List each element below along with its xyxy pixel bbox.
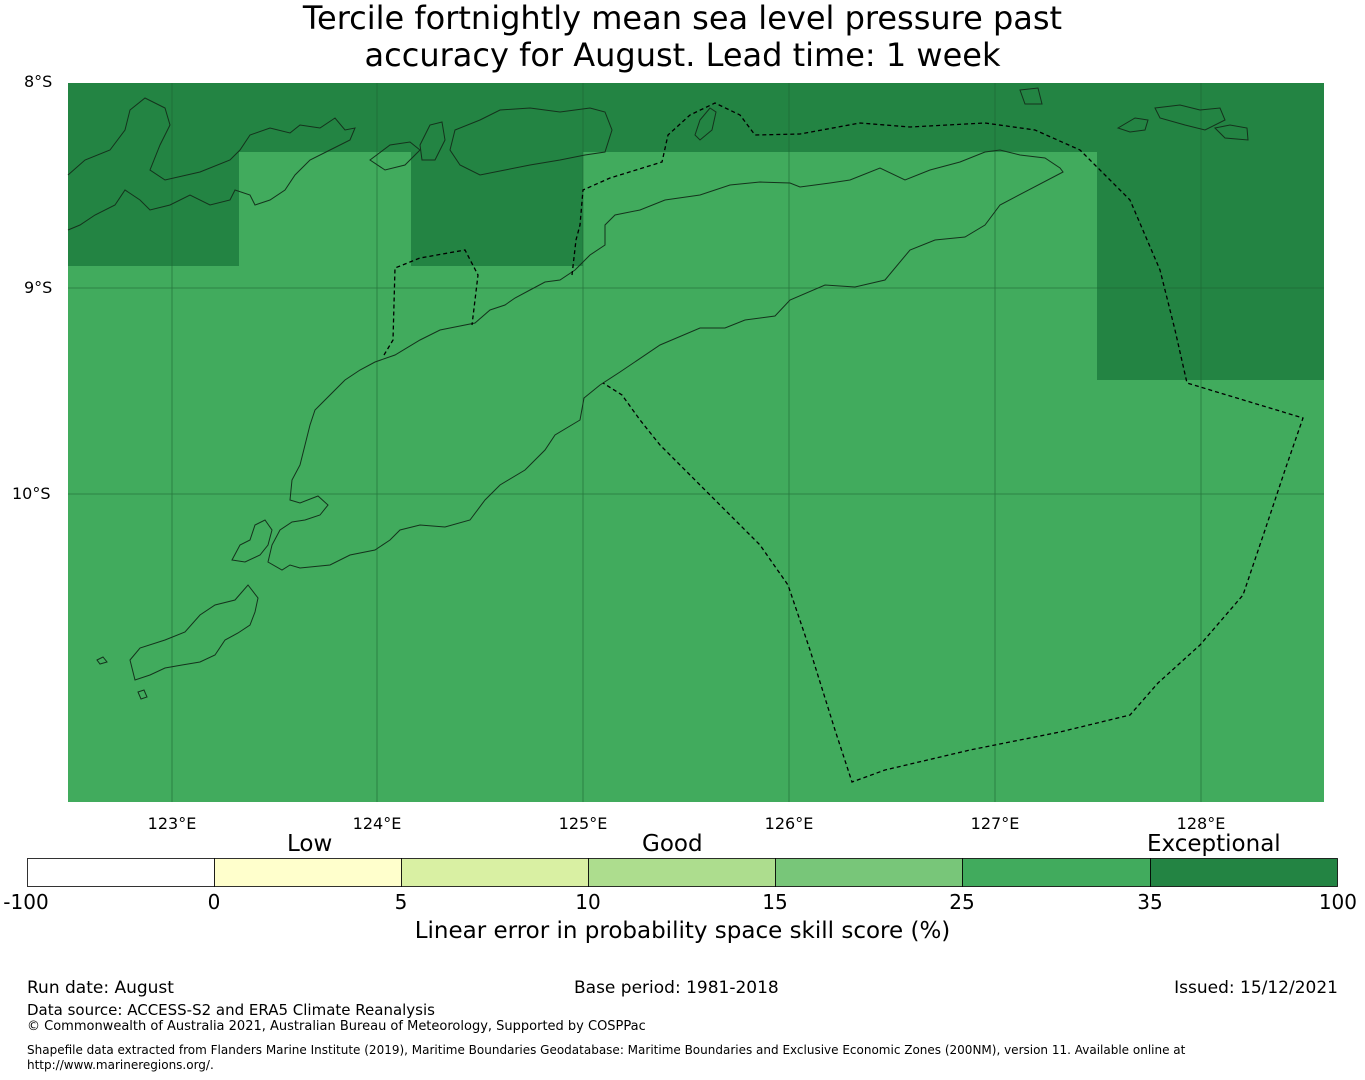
- lon-label-124e: 124°E: [352, 814, 402, 833]
- issued-date: Issued: 15/12/2021: [1174, 978, 1338, 998]
- lon-label-123e: 123°E: [147, 814, 197, 833]
- eez-boundary: [571, 102, 1304, 783]
- leti-coast: [1154, 104, 1226, 131]
- colorbar-bin: [401, 858, 589, 887]
- lon-label-127e: 127°E: [970, 814, 1020, 833]
- exceptional-cell: [411, 83, 583, 266]
- lon-label-128e: 128°E: [1176, 814, 1226, 833]
- lon-label-126e: 126°E: [764, 814, 814, 833]
- alor-coast: [369, 141, 421, 171]
- coastlines: [67, 87, 1249, 700]
- skill-map: [67, 83, 1324, 802]
- moa-coast: [1213, 124, 1249, 141]
- timor-coast: [267, 149, 1064, 571]
- colorbar-bin: [214, 858, 402, 887]
- shapefile-credit: Shapefile data extracted from Flanders M…: [27, 1043, 1186, 1072]
- colorbar-tick: 15: [762, 890, 788, 914]
- colorbar-tick: 5: [394, 890, 408, 914]
- category-good: Good: [642, 831, 703, 857]
- colorbar-title: Linear error in probability space skill …: [414, 918, 951, 944]
- exceptional-cell: [68, 83, 239, 266]
- base-period: Base period: 1981-2018: [574, 978, 779, 998]
- run-date: Run date: August: [27, 978, 174, 998]
- colorbar-tick: 10: [575, 890, 601, 914]
- lat-label-9s: 9°S: [24, 278, 53, 297]
- wetar-coast: [449, 107, 613, 176]
- colorbar-bin: [27, 858, 215, 887]
- small-island: [137, 689, 148, 700]
- eez-boundary: [383, 249, 479, 356]
- atauro-coast: [694, 107, 717, 141]
- lat-label-8s: 8°S: [24, 72, 53, 91]
- data-source: Data source: ACCESS-S2 and ERA5 Climate …: [27, 1001, 435, 1019]
- colorbar-bin: [588, 858, 776, 887]
- lon-label-125e: 125°E: [558, 814, 608, 833]
- pantar-coast: [419, 121, 446, 161]
- colorbar: [27, 858, 1338, 887]
- colorbar-tick: 25: [949, 890, 975, 914]
- colorbar-tick: 100: [1318, 890, 1357, 914]
- rote-coast: [231, 519, 273, 563]
- maritime-boundaries: [383, 102, 1304, 783]
- colorbar-bin: [1150, 858, 1338, 887]
- title-line-1: Tercile fortnightly mean sea level press…: [302, 0, 1063, 37]
- small-island: [96, 656, 108, 665]
- colorbar-tick: 35: [1137, 890, 1163, 914]
- exceptional-cells: [68, 83, 1324, 380]
- copyright: © Commonwealth of Australia 2021, Austra…: [27, 1019, 646, 1034]
- title-line-2: accuracy for August. Lead time: 1 week: [364, 36, 1001, 74]
- sumba-coast: [129, 584, 259, 681]
- chart-title: Tercile fortnightly mean sea level press…: [0, 0, 1365, 74]
- category-low: Low: [287, 831, 333, 857]
- exceptional-cell: [1097, 83, 1324, 380]
- flores-coast: [67, 97, 356, 231]
- colorbar-tick: 0: [207, 890, 221, 914]
- graticule: [68, 83, 1324, 802]
- kisar-coast: [1116, 117, 1149, 133]
- lat-label-10s: 10°S: [12, 484, 51, 503]
- romang-coast: [1019, 87, 1043, 105]
- colorbar-tick: -100: [3, 890, 49, 914]
- colorbar-bin: [775, 858, 963, 887]
- category-exceptional: Exceptional: [1147, 831, 1281, 857]
- colorbar-bin: [962, 858, 1151, 887]
